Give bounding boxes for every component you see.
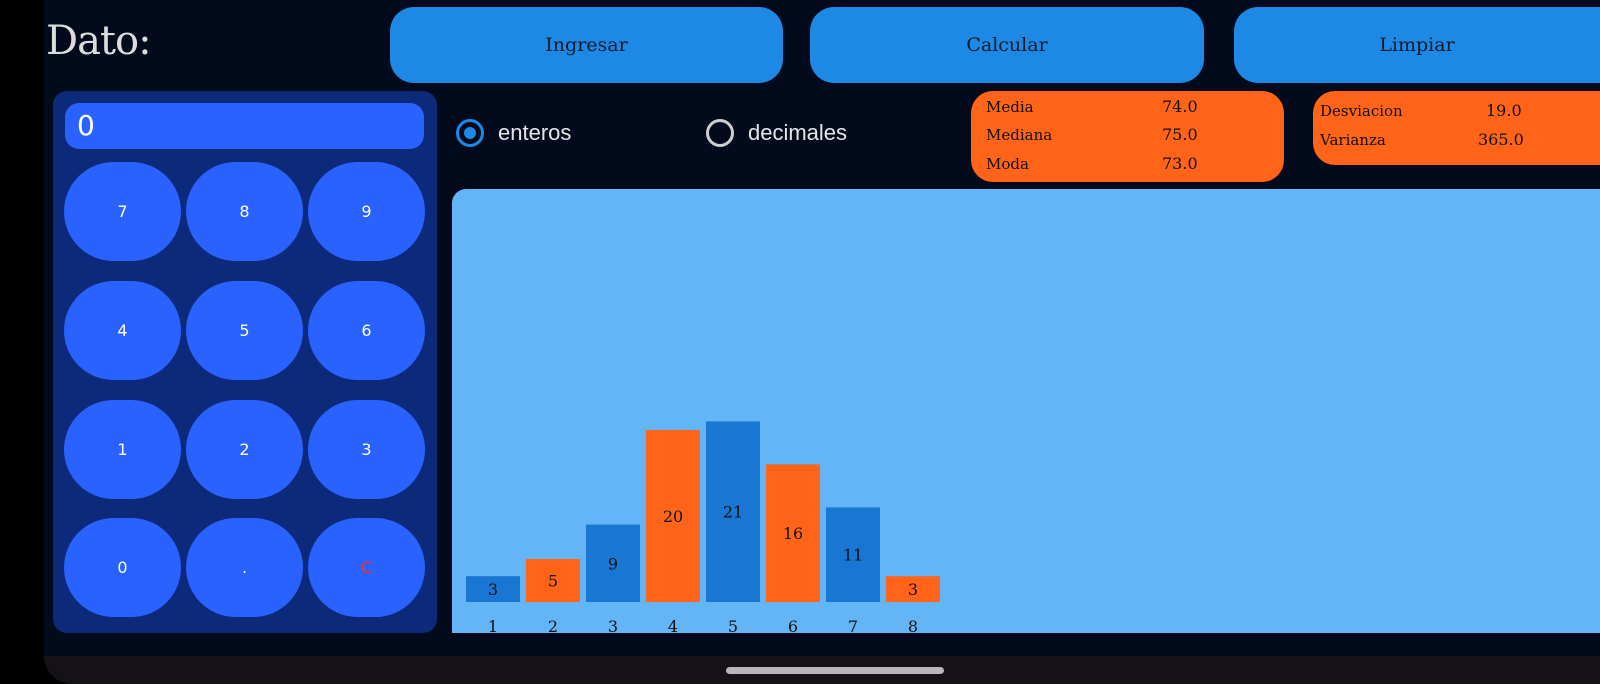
- desviacion-label: Desviacion: [1320, 102, 1403, 120]
- bar-2: [526, 559, 580, 602]
- central-tendency-box: Media 74.0 Mediana 75.0 Moda 73.0: [971, 91, 1284, 182]
- bar-3: [586, 524, 640, 602]
- radio-decimales-label: decimales: [748, 120, 848, 145]
- varianza-label: Varianza: [1320, 131, 1386, 149]
- frequency-chart: 3 1 5 2 9 3 20 4 21 5 16 6 11 7 3 8: [452, 189, 1600, 633]
- bar-5: [706, 421, 760, 602]
- bar-value-label: 21: [723, 503, 743, 522]
- key-8[interactable]: 8: [186, 162, 303, 261]
- bar-value-label: 5: [548, 572, 558, 591]
- radio-enteros-label: enteros: [498, 120, 572, 145]
- radio-enteros[interactable]: enteros: [456, 119, 571, 147]
- radio-unchecked-icon: [706, 119, 734, 147]
- x-tick-label: 7: [848, 617, 858, 633]
- x-tick-label: 3: [608, 617, 618, 633]
- x-tick-label: 5: [728, 617, 738, 633]
- bar-value-label: 3: [488, 580, 498, 599]
- dato-label: Dato:: [46, 18, 152, 64]
- calcular-button[interactable]: Calcular: [810, 7, 1204, 83]
- dispersion-box: Desviacion 19.0 Varianza 365.0: [1313, 91, 1600, 165]
- limpiar-button[interactable]: Limpiar: [1234, 7, 1600, 83]
- bar-7: [826, 507, 880, 602]
- key-0[interactable]: 0: [64, 518, 181, 617]
- home-indicator[interactable]: [726, 667, 944, 674]
- key-1[interactable]: 1: [64, 400, 181, 499]
- key-9[interactable]: 9: [308, 162, 425, 261]
- key-3[interactable]: 3: [308, 400, 425, 499]
- radio-checked-icon: [456, 119, 484, 147]
- bar-8: [886, 576, 940, 602]
- media-value: 74.0: [1162, 97, 1198, 116]
- moda-value: 73.0: [1162, 154, 1198, 173]
- bar-6: [766, 464, 820, 602]
- mediana-label: Mediana: [986, 126, 1053, 144]
- bar-value-label: 16: [783, 524, 803, 543]
- bar-value-label: 11: [843, 546, 863, 565]
- bar-1: [466, 576, 520, 602]
- key-2[interactable]: 2: [186, 400, 303, 499]
- key-5[interactable]: 5: [186, 281, 303, 380]
- key-6[interactable]: 6: [308, 281, 425, 380]
- radio-decimales[interactable]: decimales: [706, 119, 847, 147]
- moda-label: Moda: [986, 155, 1029, 173]
- x-tick-label: 2: [548, 617, 558, 633]
- media-label: Media: [986, 98, 1034, 116]
- key-clear[interactable]: C: [308, 518, 425, 617]
- mediana-value: 75.0: [1162, 125, 1198, 144]
- bar-value-label: 20: [663, 507, 683, 526]
- x-tick-label: 8: [908, 617, 918, 633]
- bar-value-label: 9: [608, 554, 618, 573]
- display-value: 0: [77, 109, 95, 142]
- key-decimal-point[interactable]: .: [186, 518, 303, 617]
- key-7[interactable]: 7: [64, 162, 181, 261]
- varianza-value: 365.0: [1478, 130, 1524, 149]
- x-tick-label: 1: [488, 617, 498, 633]
- desviacion-value: 19.0: [1486, 101, 1522, 120]
- x-tick-label: 6: [788, 617, 798, 633]
- ingresar-button[interactable]: Ingresar: [390, 7, 783, 83]
- x-tick-label: 4: [668, 617, 678, 633]
- key-4[interactable]: 4: [64, 281, 181, 380]
- bar-4: [646, 430, 700, 602]
- data-input-display[interactable]: 0: [65, 103, 424, 149]
- bar-chart-svg: 3 1 5 2 9 3 20 4 21 5 16 6 11 7 3 8: [466, 421, 940, 633]
- bar-value-label: 3: [908, 580, 918, 599]
